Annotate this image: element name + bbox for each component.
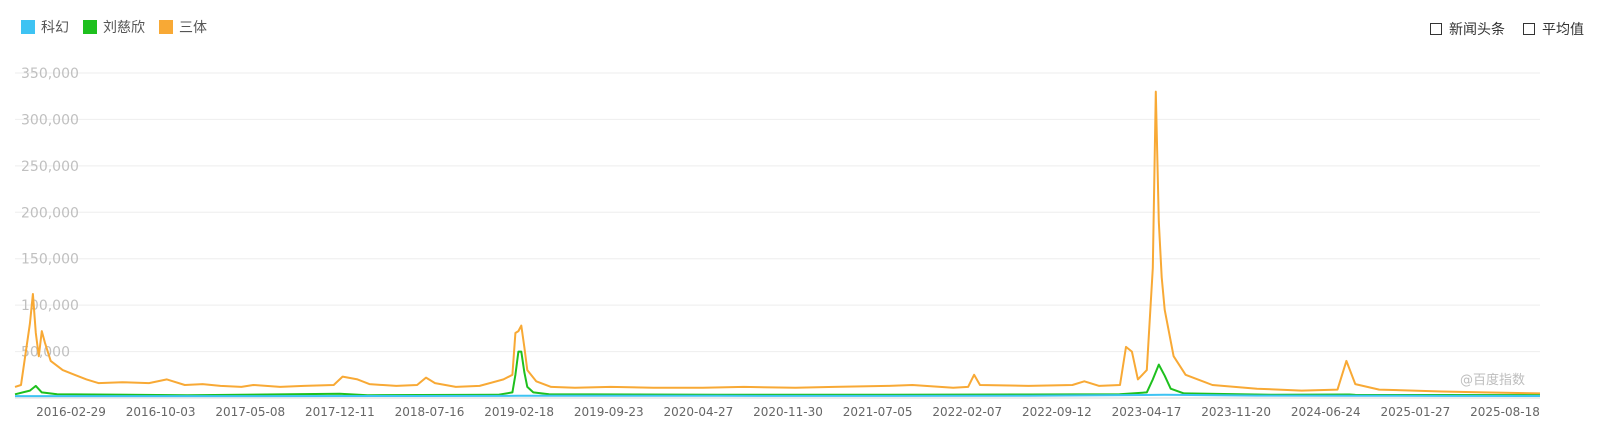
- legend-label-liucixin: 刘慈欣: [103, 20, 145, 36]
- legend-item-kehuan[interactable]: 科幻: [21, 17, 69, 37]
- legend-swatch-kehuan: [21, 20, 35, 34]
- x-tick-label-1: 2016-10-03: [126, 405, 196, 419]
- x-axis-ticks: 2016-02-29 2016-10-03 2017-05-08 2017-12-11…: [36, 405, 1540, 419]
- average-checkbox[interactable]: [1523, 23, 1535, 35]
- legend-label-santi: 三体: [179, 20, 207, 36]
- x-tick-label-12: 2023-04-17: [1112, 405, 1182, 419]
- legend-item-liucixin[interactable]: 刘慈欣: [83, 17, 145, 37]
- series-line-2: [14, 90, 1541, 395]
- x-tick-label-13: 2023-11-20: [1201, 405, 1271, 419]
- y-axis-ticks: 50,000 100,000 150,000 200,000 250,000 300,00…: [21, 66, 79, 361]
- x-tick-label-6: 2019-09-23: [574, 405, 644, 419]
- legend-label-kehuan: 科幻: [41, 20, 69, 36]
- series-line-1: [14, 350, 1541, 397]
- x-tick-label-7: 2020-04-27: [664, 405, 734, 419]
- x-tick-label-5: 2019-02-18: [484, 405, 554, 419]
- x-tick-label-16: 2025-08-18: [1470, 405, 1540, 419]
- x-tick-label-3: 2017-12-11: [305, 405, 375, 419]
- y-tick-label-2: 100,000: [21, 298, 79, 314]
- y-tick-label-5: 250,000: [21, 159, 79, 175]
- x-tick-label-10: 2022-02-07: [932, 405, 1002, 419]
- chart-legend: 科幻 刘慈欣 三体: [21, 17, 207, 37]
- series-line-0: [15, 393, 1541, 398]
- x-tick-label-8: 2020-11-30: [753, 405, 823, 419]
- news-headlines-toggle[interactable]: 新闻头条: [1430, 19, 1505, 39]
- x-tick-label-2: 2017-05-08: [215, 405, 285, 419]
- chart-series: [14, 90, 1541, 398]
- average-toggle[interactable]: 平均值: [1523, 19, 1584, 39]
- y-tick-label-3: 150,000: [21, 252, 79, 268]
- average-label: 平均值: [1542, 22, 1584, 38]
- x-tick-label-14: 2024-06-24: [1291, 405, 1361, 419]
- chart-grid: [15, 72, 1540, 353]
- x-tick-label-15: 2025-01-27: [1381, 405, 1451, 419]
- baidu-index-watermark: @百度指数: [1460, 373, 1526, 388]
- x-tick-label-4: 2018-07-16: [395, 405, 465, 419]
- chart-toggles: 新闻头条 平均值: [1430, 19, 1584, 39]
- news-headlines-checkbox[interactable]: [1430, 23, 1442, 35]
- news-headlines-label: 新闻头条: [1449, 22, 1505, 38]
- x-tick-label-0: 2016-02-29: [36, 405, 106, 419]
- y-tick-label-1: 50,000: [21, 345, 70, 361]
- legend-item-santi[interactable]: 三体: [159, 17, 207, 37]
- x-tick-label-9: 2021-07-05: [843, 405, 913, 419]
- legend-swatch-santi: [159, 20, 173, 34]
- x-tick-label-11: 2022-09-12: [1022, 405, 1092, 419]
- y-tick-label-4: 200,000: [21, 205, 79, 221]
- y-tick-label-7: 350,000: [21, 66, 79, 82]
- y-tick-label-6: 300,000: [21, 112, 79, 128]
- legend-swatch-liucixin: [83, 20, 97, 34]
